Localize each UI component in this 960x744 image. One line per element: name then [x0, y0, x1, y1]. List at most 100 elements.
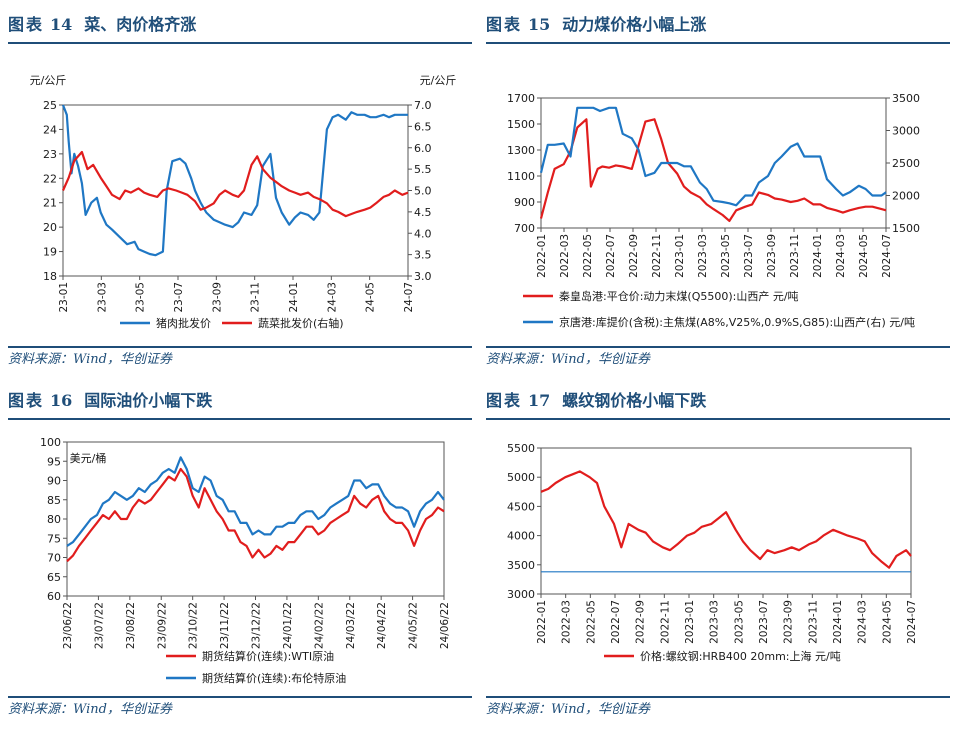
x-tick-label: 23/06/22: [62, 602, 74, 649]
x-tick-label: 23/10/22: [188, 602, 200, 649]
right-tick-label: 4.5: [414, 206, 432, 219]
x-tick-label: 2022-07: [605, 234, 617, 278]
x-tick-label: 24-01: [288, 282, 300, 313]
left-unit-label: 元/公斤: [30, 74, 67, 87]
right-tick-label: 6.5: [414, 120, 432, 133]
left-tick-label: 21: [43, 197, 57, 210]
right-tick-label: 3.0: [414, 270, 432, 283]
figure-number: 15: [528, 15, 551, 34]
x-tick-label: 24/05/22: [408, 602, 420, 649]
left-tick-label: 3500: [507, 559, 535, 572]
right-tick-label: 7.0: [414, 99, 432, 112]
left-unit-label: 美元/桶: [70, 451, 107, 465]
left-tick-label: 80: [47, 513, 61, 526]
plot-frame: [62, 104, 409, 277]
x-tick-label: 2023-05: [733, 600, 745, 644]
left-tick-label: 19: [43, 246, 57, 259]
x-tick-label: 2024-05: [881, 600, 893, 644]
left-tick-label: 100: [40, 436, 61, 449]
x-tick-label: 2023-11: [789, 234, 801, 278]
figure-14-title: 图表 14 菜、肉价格齐涨: [8, 8, 472, 44]
right-tick-label: 2000: [892, 190, 920, 203]
x-tick-label: 2022-07: [610, 600, 622, 644]
left-tick-label: 1700: [507, 92, 535, 105]
plot-frame: [540, 447, 912, 595]
left-tick-label: 65: [47, 571, 61, 584]
figure-caption: 螺纹钢价格小幅下跌: [562, 391, 707, 410]
legend-label: 价格:螺纹钢:HRB400 20mm:上海 元/吨: [640, 649, 841, 663]
right-tick-label: 6.0: [414, 142, 432, 155]
left-tick-label: 75: [47, 532, 61, 545]
series-line-1: [540, 470, 912, 569]
x-tick-label: 2022-11: [659, 600, 671, 644]
left-tick-label: 70: [47, 552, 61, 565]
right-tick-label: 5.5: [414, 163, 432, 176]
right-tick-label: 3.5: [414, 249, 432, 262]
x-tick-label: 24/01/22: [282, 602, 294, 649]
left-tick-label: 18: [43, 270, 57, 283]
right-tick-label: 3500: [892, 92, 920, 105]
figure-17-panel: 图表 17 螺纹钢价格小幅下跌 5500 5000 4500 4000 3500 3000 20…: [486, 384, 950, 740]
figure-15-source: 资料来源：Wind，华创证券: [486, 346, 950, 370]
right-tick-label: 1500: [892, 222, 920, 235]
x-tick-label: 2024-03: [835, 234, 847, 278]
series-line-2: [66, 456, 445, 547]
x-tick-label: 23-09: [211, 282, 223, 313]
left-tick-label: 4000: [507, 530, 535, 543]
x-tick-label: 23-07: [173, 282, 185, 313]
left-tick-label: 95: [47, 455, 61, 468]
x-tick-label: 2024-03: [857, 600, 869, 644]
figure-15-chart: 1700 1500 1300 1100 900 700 3500 3000 2500 2000 15…: [507, 92, 920, 329]
x-tick-label: 23/09/22: [156, 602, 168, 649]
figure-14-panel: 图表 14 菜、肉价格齐涨 25 24 23 22 21 20 19 18 7.0 6.5 6.0 5.5…: [8, 8, 472, 370]
figure-17-source: 资料来源：Wind，华创证券: [486, 696, 950, 720]
series-line-1: [539, 118, 887, 222]
x-tick-label: 2023-11: [807, 600, 819, 644]
figure-label: 图表: [486, 15, 523, 34]
left-tick-label: 90: [47, 475, 61, 488]
left-tick-label: 24: [43, 123, 57, 136]
x-tick-label: 2023-09: [766, 234, 778, 278]
x-tick-label: 2024-07: [906, 600, 918, 644]
figure-14-chart: 25 24 23 22 21 20 19 18 7.0 6.5 6.0 5.5 5.0 4.5 4.0 3.5…: [30, 74, 457, 330]
x-tick-label: 2023-07: [758, 600, 770, 644]
legend-label: 猪肉批发价: [156, 316, 211, 330]
series-line-1: [61, 104, 408, 257]
x-tick-label: 23-03: [96, 282, 108, 313]
left-tick-label: 3000: [507, 588, 535, 601]
right-tick-label: 5.0: [414, 185, 432, 198]
x-tick-label: 2022-09: [635, 600, 647, 644]
left-tick-label: 1500: [507, 118, 535, 131]
figure-caption: 菜、肉价格齐涨: [84, 15, 197, 34]
x-tick-label: 2023-01: [684, 600, 696, 644]
x-tick-label: 2023-09: [783, 600, 795, 644]
x-tick-label: 24/06/22: [439, 602, 451, 649]
figure-16-chart: 100 95 90 85 80 75 70 65 60 美元/桶 23/06/22 23/07/22 2…: [40, 436, 451, 685]
x-tick-label: 2022-03: [561, 600, 573, 644]
legend-label: 期货结算价(连续):布伦特原油: [202, 671, 346, 685]
x-tick-label: 23/08/22: [125, 602, 137, 649]
left-tick-label: 5500: [507, 442, 535, 455]
series-line-1: [66, 467, 445, 563]
x-tick-label: 24-03: [326, 282, 338, 313]
x-tick-label: 2022-01: [536, 234, 548, 278]
left-tick-label: 1300: [507, 144, 535, 157]
x-tick-label: 2022-09: [628, 234, 640, 278]
x-tick-label: 24-07: [403, 282, 415, 313]
left-tick-label: 1100: [507, 170, 535, 183]
right-unit-label: 元/公斤: [420, 74, 457, 87]
left-tick-label: 700: [514, 222, 535, 235]
figure-17-title: 图表 17 螺纹钢价格小幅下跌: [486, 384, 950, 420]
x-tick-label: 2022-03: [559, 234, 571, 278]
figure-16-source: 资料来源：Wind，华创证券: [8, 696, 472, 720]
x-tick-label: 23/11/22: [219, 602, 231, 649]
figure-14-source: 资料来源：Wind，华创证券: [8, 346, 472, 370]
x-tick-label: 23-01: [58, 282, 70, 313]
figure-number: 14: [50, 15, 73, 34]
x-tick-label: 2024-05: [858, 234, 870, 278]
x-tick-label: 23-11: [250, 282, 262, 313]
left-tick-label: 4500: [507, 500, 535, 513]
figure-caption: 动力煤价格小幅上涨: [562, 15, 707, 34]
x-tick-label: 2022-05: [582, 234, 594, 278]
legend-label: 京唐港:库提价(含税):主焦煤(A8%,V25%,0.9%S,G85):山西产(…: [559, 315, 915, 329]
